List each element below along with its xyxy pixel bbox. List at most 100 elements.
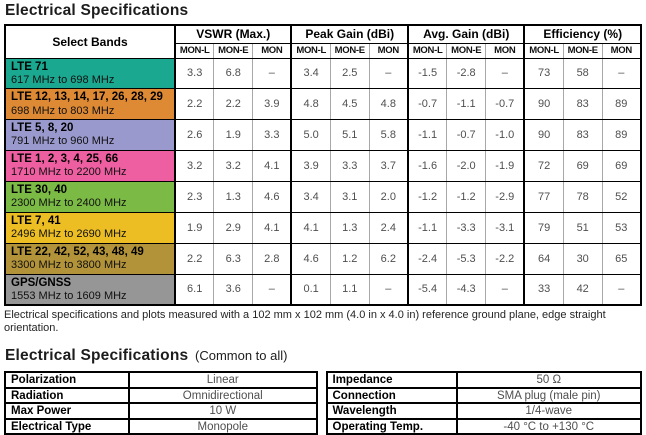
band-cell: LTE 22, 42, 52, 43, 48, 49 3300 MHz to 3… xyxy=(4,242,176,275)
group-header-vswr: VSWR (Max.) xyxy=(173,24,292,44)
value-cell: 3.7 xyxy=(368,150,409,182)
value-cell: 4.8 xyxy=(290,88,331,121)
value-cell: 2.2 xyxy=(213,88,254,121)
value-cell: – xyxy=(485,57,525,90)
value-cell: 64 xyxy=(523,242,564,275)
band-range: 1553 MHz to 1609 MHz xyxy=(11,289,127,302)
page-title: Electrical Specifications xyxy=(5,2,189,19)
value-cell: 65 xyxy=(601,242,642,275)
spec-value: SMA plug (male pin) xyxy=(455,386,642,405)
value-cell: -2.9 xyxy=(485,180,525,213)
spec-value: Monopole xyxy=(128,417,318,435)
band-name: LTE 1, 2, 3, 4, 25, 66 xyxy=(11,153,119,166)
value-cell: 33 xyxy=(523,273,564,306)
value-cell: -0.7 xyxy=(446,119,487,152)
table-row: Impedance 50 Ω xyxy=(325,371,642,389)
subcolumn-header: MON-E xyxy=(213,42,254,59)
spec-label: Polarization xyxy=(4,371,130,389)
table-row: Operating Temp. -40 °C to +130 °C xyxy=(325,417,642,435)
value-cell: -1.5 xyxy=(406,57,448,90)
band-range: 617 MHz to 698 MHz xyxy=(11,73,115,86)
value-cell: 78 xyxy=(562,180,603,213)
value-cell: 6.3 xyxy=(213,242,254,275)
common-specs-title-main: Electrical Specifications xyxy=(5,347,189,365)
band-cell: LTE 1, 2, 3, 4, 25, 66 1710 MHz to 2200 … xyxy=(4,150,176,182)
value-cell: 4.5 xyxy=(329,88,370,121)
common-table-right: Impedance 50 Ω Connection SMA plug (male… xyxy=(325,371,643,435)
value-cell: 1.1 xyxy=(329,273,370,306)
value-cell: -1.0 xyxy=(485,119,525,152)
value-cell: 4.1 xyxy=(290,211,331,244)
band-name: LTE 7, 41 xyxy=(11,214,61,227)
band-cell: LTE 30, 40 2300 MHz to 2400 MHz xyxy=(4,180,176,213)
value-cell: 3.6 xyxy=(213,273,254,306)
value-cell: 3.9 xyxy=(252,88,292,121)
value-cell: 4.6 xyxy=(290,242,331,275)
common-specs-title-qualifier: (Common to all) xyxy=(195,348,288,364)
select-bands-header: Select Bands xyxy=(4,24,176,59)
band-name: LTE 12, 13, 14, 17, 26, 28, 29 xyxy=(11,91,163,104)
value-cell: 69 xyxy=(601,150,642,182)
value-cell: 4.1 xyxy=(252,211,292,244)
spec-label: Impedance xyxy=(325,371,458,389)
table-row: LTE 22, 42, 52, 43, 48, 49 3300 MHz to 3… xyxy=(4,242,642,275)
band-range: 698 MHz to 803 MHz xyxy=(11,104,115,117)
value-cell: 89 xyxy=(601,88,642,121)
table-row: Polarization Linear xyxy=(4,371,318,389)
value-cell: -1.2 xyxy=(446,180,487,213)
spec-value: 10 W xyxy=(128,402,318,420)
table-row: LTE 1, 2, 3, 4, 25, 66 1710 MHz to 2200 … xyxy=(4,150,642,182)
value-cell: 3.3 xyxy=(329,150,370,182)
subcolumn-header: MON xyxy=(368,42,409,59)
subcolumn-header: MON xyxy=(252,42,292,59)
group-header-avg-gain: Avg. Gain (dBi) xyxy=(406,24,525,44)
value-cell: – xyxy=(601,273,642,306)
value-cell: 3.3 xyxy=(252,119,292,152)
value-cell: 53 xyxy=(601,211,642,244)
common-table-left: Polarization Linear Radiation Omnidirect… xyxy=(4,371,318,435)
subcolumn-header: MON-L xyxy=(290,42,331,59)
value-cell: 5.1 xyxy=(329,119,370,152)
spec-label: Operating Temp. xyxy=(325,417,458,435)
value-cell: 77 xyxy=(523,180,564,213)
value-cell: -0.7 xyxy=(485,88,525,121)
subcolumn-header: MON-E xyxy=(329,42,370,59)
value-cell: 51 xyxy=(562,211,603,244)
value-cell: – xyxy=(368,57,409,90)
value-cell: 2.2 xyxy=(174,88,215,121)
value-cell: 6.1 xyxy=(174,273,215,306)
table-row: Wavelength 1/4-wave xyxy=(325,402,642,420)
band-cell: LTE 7, 41 2496 MHz to 2690 MHz xyxy=(4,211,176,244)
table-row: LTE 5, 8, 20 791 MHz to 960 MHz 2.6 1.9 … xyxy=(4,119,642,152)
band-name: LTE 22, 42, 52, 43, 48, 49 xyxy=(11,245,144,258)
value-cell: -1.2 xyxy=(406,180,448,213)
value-cell: 52 xyxy=(601,180,642,213)
value-cell: 90 xyxy=(523,88,564,121)
value-cell: 2.5 xyxy=(329,57,370,90)
band-range: 1710 MHz to 2200 MHz xyxy=(11,166,127,179)
band-name: LTE 71 xyxy=(11,60,48,73)
value-cell: -2.0 xyxy=(446,150,487,182)
value-cell: – xyxy=(252,273,292,306)
subcolumn-header: MON-E xyxy=(446,42,487,59)
value-cell: -2.2 xyxy=(485,242,525,275)
value-cell: 0.1 xyxy=(290,273,331,306)
value-cell: 69 xyxy=(562,150,603,182)
value-cell: 3.4 xyxy=(290,57,331,90)
value-cell: -1.9 xyxy=(485,150,525,182)
value-cell: 72 xyxy=(523,150,564,182)
value-cell: 2.8 xyxy=(252,242,292,275)
table-row: Electrical Type Monopole xyxy=(4,417,318,435)
value-cell: 30 xyxy=(562,242,603,275)
subcolumn-header: MON-L xyxy=(174,42,215,59)
spec-label: Connection xyxy=(325,386,458,405)
band-cell: GPS/GNSS 1553 MHz to 1609 MHz xyxy=(4,273,176,306)
value-cell: 2.0 xyxy=(368,180,409,213)
band-cell: LTE 12, 13, 14, 17, 26, 28, 29 698 MHz t… xyxy=(4,88,176,121)
table-row: Radiation Omnidirectional xyxy=(4,386,318,405)
band-cell: LTE 71 617 MHz to 698 MHz xyxy=(4,57,176,90)
value-cell: -1.1 xyxy=(446,88,487,121)
electrical-specs-table: Select Bands VSWR (Max.) Peak Gain (dBi)… xyxy=(4,24,642,307)
spec-label: Electrical Type xyxy=(4,417,130,435)
value-cell: – xyxy=(368,273,409,306)
